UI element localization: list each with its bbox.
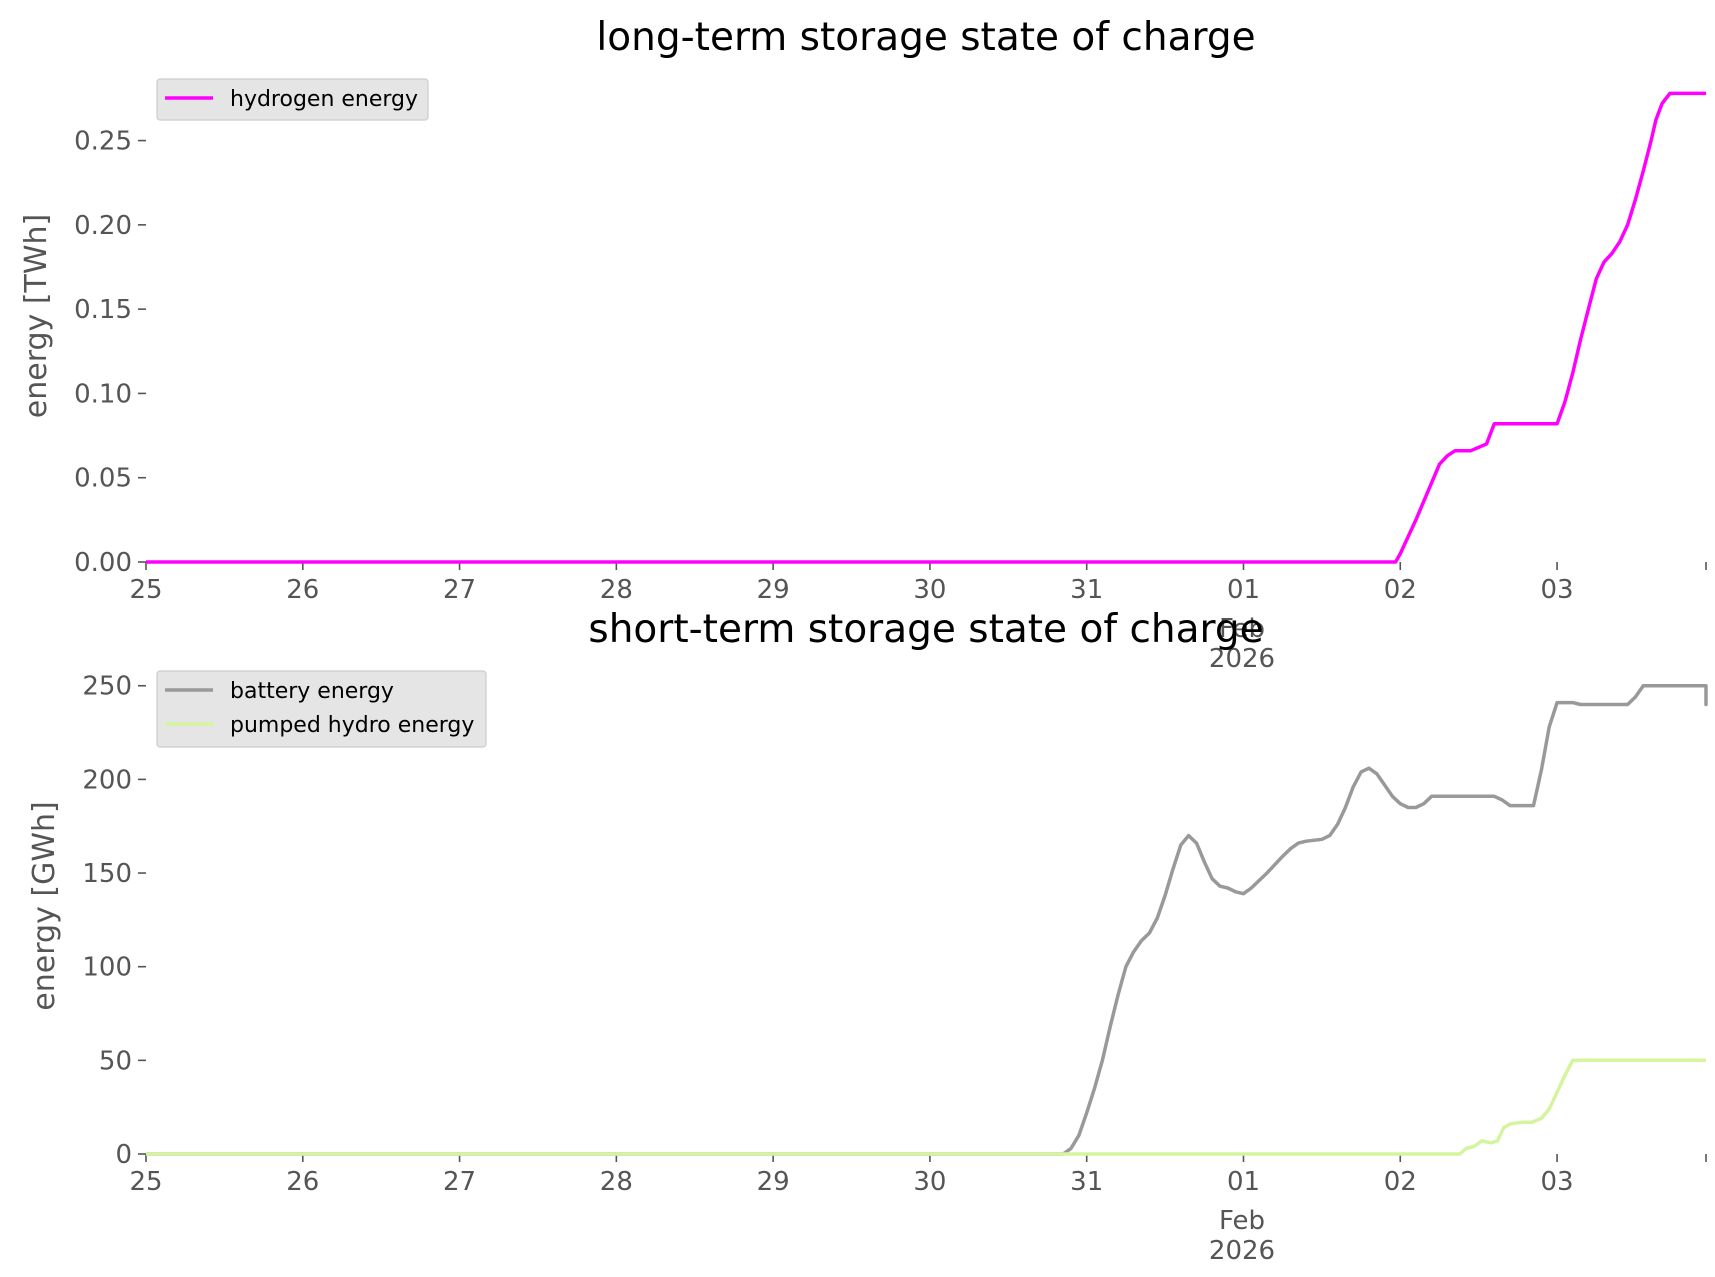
y-axis-label: energy [TWh]: [19, 214, 54, 418]
y-tick-label: 0.15: [74, 295, 132, 325]
x-tick-label: 25: [129, 1167, 162, 1197]
legend: hydrogen energy: [156, 78, 429, 121]
y-tick-label: 150: [82, 859, 132, 889]
x-tick-label: 31: [1070, 575, 1103, 605]
x-ticks: 25 26 27 28 29 30 31 01 02 03: [129, 1154, 1707, 1197]
x-tick-label: 30: [913, 575, 946, 605]
x-tick-label: 01: [1227, 575, 1260, 605]
y-tick-label: 50: [99, 1046, 132, 1076]
legend-box: [156, 78, 429, 121]
x-tick-label: 29: [757, 575, 790, 605]
chart-title: long-term storage state of charge: [596, 15, 1255, 60]
x-tick-label: 25: [129, 575, 162, 605]
y-ticks: 0.00 0.05 0.10 0.15 0.20 0.25: [74, 127, 146, 578]
x-tick-label: 28: [600, 1167, 633, 1197]
long-term-chart: long-term storage state of charge energy…: [19, 15, 1707, 674]
series-lines: [146, 91, 1706, 564]
legend-box: [156, 670, 487, 748]
x-secondary-month: Feb: [1219, 614, 1265, 644]
series-line-battery: [146, 683, 1708, 1156]
y-tick-label: 250: [82, 672, 132, 702]
series-line-hydrogen: [146, 91, 1706, 564]
legend-label-hydrogen: hydrogen energy: [230, 87, 418, 112]
x-tick-label: 03: [1541, 575, 1574, 605]
chart-title: short-term storage state of charge: [588, 607, 1263, 652]
y-tick-label: 0: [115, 1140, 132, 1170]
x-secondary-year: 2026: [1209, 644, 1275, 674]
y-tick-label: 0.10: [74, 379, 132, 409]
y-axis-label: energy [GWh]: [27, 801, 62, 1010]
x-tick-label: 02: [1384, 575, 1417, 605]
x-tick-label: 28: [600, 575, 633, 605]
x-secondary-year: 2026: [1209, 1236, 1275, 1266]
x-tick-label: 27: [443, 1167, 476, 1197]
x-tick-label: 31: [1070, 1167, 1103, 1197]
x-tick-label: 30: [913, 1167, 946, 1197]
legend: battery energy pumped hydro energy: [156, 670, 487, 748]
y-tick-label: 0.00: [74, 548, 132, 578]
x-tick-label: 26: [286, 575, 319, 605]
x-tick-label: 26: [286, 1167, 319, 1197]
short-term-chart: short-term storage state of charge energ…: [27, 607, 1708, 1266]
x-tick-label: 29: [757, 1167, 790, 1197]
series-lines: [146, 683, 1708, 1156]
x-ticks: 25 26 27 28 29 30 31 01 02 03: [129, 562, 1707, 605]
series-line-pumped-hydro: [146, 1058, 1706, 1156]
y-tick-label: 0.25: [74, 127, 132, 157]
x-tick-label: 02: [1384, 1167, 1417, 1197]
x-tick-label: 03: [1541, 1167, 1574, 1197]
y-tick-label: 0.20: [74, 211, 132, 241]
y-tick-label: 0.05: [74, 464, 132, 494]
y-ticks: 0 50 100 150 200 250: [82, 672, 146, 1170]
x-secondary-month: Feb: [1219, 1206, 1265, 1236]
y-tick-label: 100: [82, 953, 132, 983]
x-tick-label: 27: [443, 575, 476, 605]
legend-label-battery: battery energy: [230, 679, 394, 704]
y-tick-label: 200: [82, 765, 132, 795]
legend-label-pumped-hydro: pumped hydro energy: [230, 713, 474, 738]
x-tick-label: 01: [1227, 1167, 1260, 1197]
